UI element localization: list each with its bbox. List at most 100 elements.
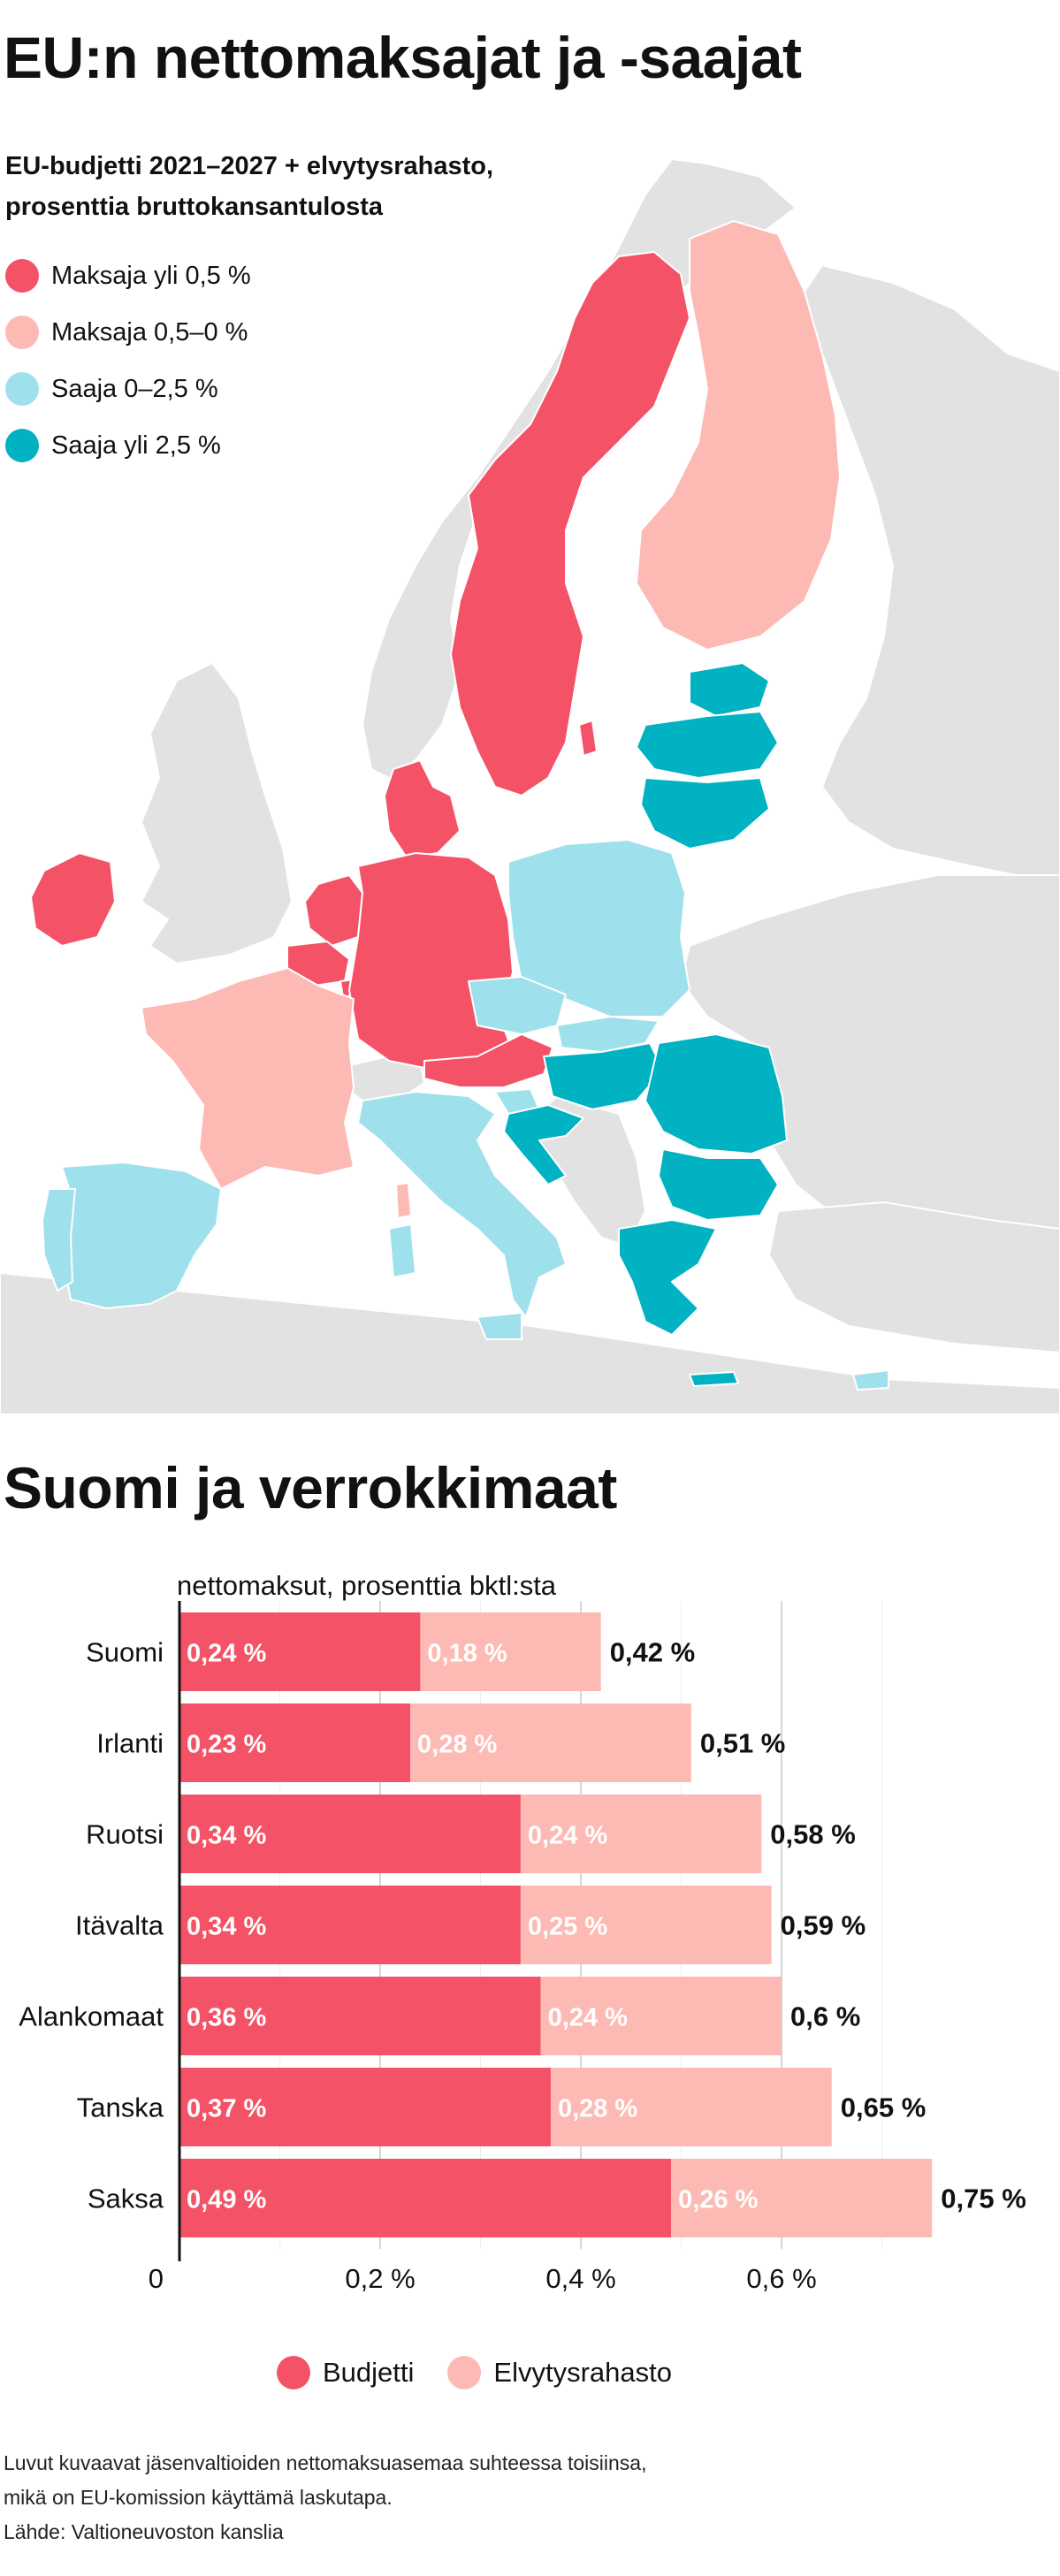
bar-total-label: 0,75 % — [941, 2184, 1026, 2214]
map-legend: Maksaja yli 0,5 % Maksaja 0,5–0 % Saaja … — [5, 248, 251, 474]
category-label: Irlanti — [96, 1728, 164, 1759]
map-subtitle-line2: prosenttia bruttokansantulosta — [5, 193, 383, 221]
bar-segment — [550, 2068, 832, 2146]
bar-total-label: 0,51 % — [700, 1728, 786, 1759]
map-legend-label: Maksaja yli 0,5 % — [51, 261, 251, 290]
bar-segment — [179, 1795, 521, 1873]
bar-value-label: 0,24 % — [548, 2004, 628, 2032]
map-title: EU:n nettomaksajat ja -saajat — [4, 25, 802, 90]
chart-unit-caption: nettomaksut, prosenttia bktl:sta — [177, 1570, 557, 1601]
map-sardinia — [388, 1223, 416, 1278]
bar-segment — [179, 1977, 541, 2055]
map-finland — [636, 220, 841, 651]
map-crete — [689, 1371, 739, 1387]
bar-legend-label: Elvytysrahasto — [493, 2357, 672, 2388]
map-romania — [644, 1033, 788, 1155]
bar-segment — [179, 1703, 411, 1782]
bar-total-label: 0,65 % — [841, 2092, 927, 2123]
category-label: Suomi — [86, 1637, 164, 1668]
map-legend-receiver-low: Saaja 0–2,5 % — [5, 361, 251, 417]
footnote-line1: Luvut kuvaavat jäsenvaltioiden nettomaks… — [4, 2451, 647, 2474]
map-denmark — [384, 759, 461, 858]
bar-segment — [671, 2159, 933, 2237]
map-uk — [141, 662, 293, 964]
legend-dot-receiver-high — [5, 429, 39, 462]
map-russia-north — [804, 264, 1060, 885]
category-label: Ruotsi — [86, 1819, 164, 1850]
footnote: Luvut kuvaavat jäsenvaltioiden nettomaks… — [4, 2446, 1020, 2515]
map-bulgaria — [658, 1148, 779, 1221]
map-ireland — [30, 852, 116, 947]
legend-dot-payer-low — [5, 316, 39, 349]
map-gotland — [578, 720, 598, 757]
x-tick-label: 0,2 % — [345, 2263, 415, 2294]
map-legend-label: Saaja yli 2,5 % — [51, 431, 221, 460]
x-tick-label: 0 — [149, 2263, 164, 2294]
bar-value-label: 0,26 % — [678, 2186, 758, 2214]
bar-segment — [520, 1795, 762, 1873]
map-legend-receiver-high: Saaja yli 2,5 % — [5, 417, 251, 474]
map-corsica — [395, 1182, 412, 1219]
map-portugal — [42, 1188, 76, 1292]
bar-segment — [179, 2068, 551, 2146]
bar-segment — [520, 1886, 772, 1964]
map-netherlands — [304, 874, 363, 947]
bar-value-label: 0,25 % — [528, 1913, 607, 1941]
bar-segment — [410, 1703, 691, 1782]
map-legend-payer-low: Maksaja 0,5–0 % — [5, 304, 251, 361]
map-turkey — [768, 1201, 1060, 1353]
bar-legend-recovery: Elvytysrahasto — [447, 2356, 672, 2389]
bar-legend: Budjetti Elvytysrahasto — [277, 2356, 705, 2389]
bar-value-label: 0,24 % — [187, 1640, 266, 1668]
bar-value-label: 0,24 % — [528, 1822, 607, 1850]
legend-dot-recovery — [447, 2356, 482, 2389]
map-sweden — [450, 251, 690, 796]
legend-dot-receiver-low — [5, 372, 39, 406]
x-tick-label: 0,4 % — [545, 2263, 615, 2294]
legend-dot-payer-high — [5, 259, 39, 293]
bar-value-label: 0,36 % — [187, 2004, 266, 2032]
bar-value-label: 0,28 % — [417, 1731, 497, 1759]
map-legend-payer-high: Maksaja yli 0,5 % — [5, 248, 251, 304]
category-label: Tanska — [77, 2092, 164, 2123]
bar-chart: 0,24 % 0,18 % 0,42 % 0,23 % 0,28 % 0,51 % 0,34… — [19, 1570, 1026, 2294]
bar-segment — [179, 2159, 672, 2237]
bar-segment — [540, 1977, 782, 2055]
chart-bars: 0,24 % 0,18 % 0,42 % 0,23 % 0,28 % 0,51 % 0,34… — [179, 1612, 1026, 2237]
bar-value-label: 0,18 % — [427, 1640, 507, 1668]
map-croatia — [503, 1104, 584, 1185]
bar-value-label: 0,34 % — [187, 1822, 266, 1850]
bar-total-label: 0,42 % — [610, 1637, 696, 1668]
bar-value-label: 0,28 % — [558, 2095, 637, 2123]
bar-total-label: 0,59 % — [781, 1910, 866, 1941]
category-label: Alankomaat — [19, 2001, 164, 2032]
map-cyprus — [852, 1369, 889, 1391]
europe-map — [0, 159, 1060, 1414]
x-tick-label: 0,6 % — [746, 2263, 816, 2294]
map-lithuania — [640, 777, 770, 850]
bar-value-label: 0,34 % — [187, 1913, 266, 1941]
bar-legend-budget: Budjetti — [277, 2356, 414, 2389]
map-north-africa — [0, 1272, 1060, 1414]
map-sicily — [477, 1312, 522, 1340]
chart-axis: Suomi Irlanti Ruotsi Itävalta Alankomaat Tans… — [19, 1601, 817, 2294]
map-legend-label: Maksaja 0,5–0 % — [51, 317, 248, 347]
map-legend-label: Saaja 0–2,5 % — [51, 374, 218, 403]
category-label: Saksa — [88, 2184, 164, 2214]
footnote-line2: mikä on EU-komission käyttämä laskutapa. — [4, 2486, 393, 2509]
map-latvia — [636, 711, 779, 779]
map-poland — [507, 839, 690, 1017]
map-austria — [423, 1033, 553, 1088]
chart-title: Suomi ja verrokkimaat — [4, 1455, 617, 1520]
bar-value-label: 0,49 % — [187, 2186, 266, 2214]
bar-legend-label: Budjetti — [323, 2357, 415, 2388]
map-france — [141, 967, 355, 1190]
map-estonia — [689, 662, 770, 717]
map-subtitle: EU-budjetti 2021–2027 + elvytysrahasto, … — [5, 146, 624, 227]
map-germany — [348, 852, 514, 1071]
legend-dot-budget — [277, 2356, 310, 2389]
bar-segment — [179, 1886, 521, 1964]
bar-total-label: 0,58 % — [770, 1819, 856, 1850]
bar-segment — [420, 1612, 601, 1691]
map-greece — [618, 1219, 717, 1336]
